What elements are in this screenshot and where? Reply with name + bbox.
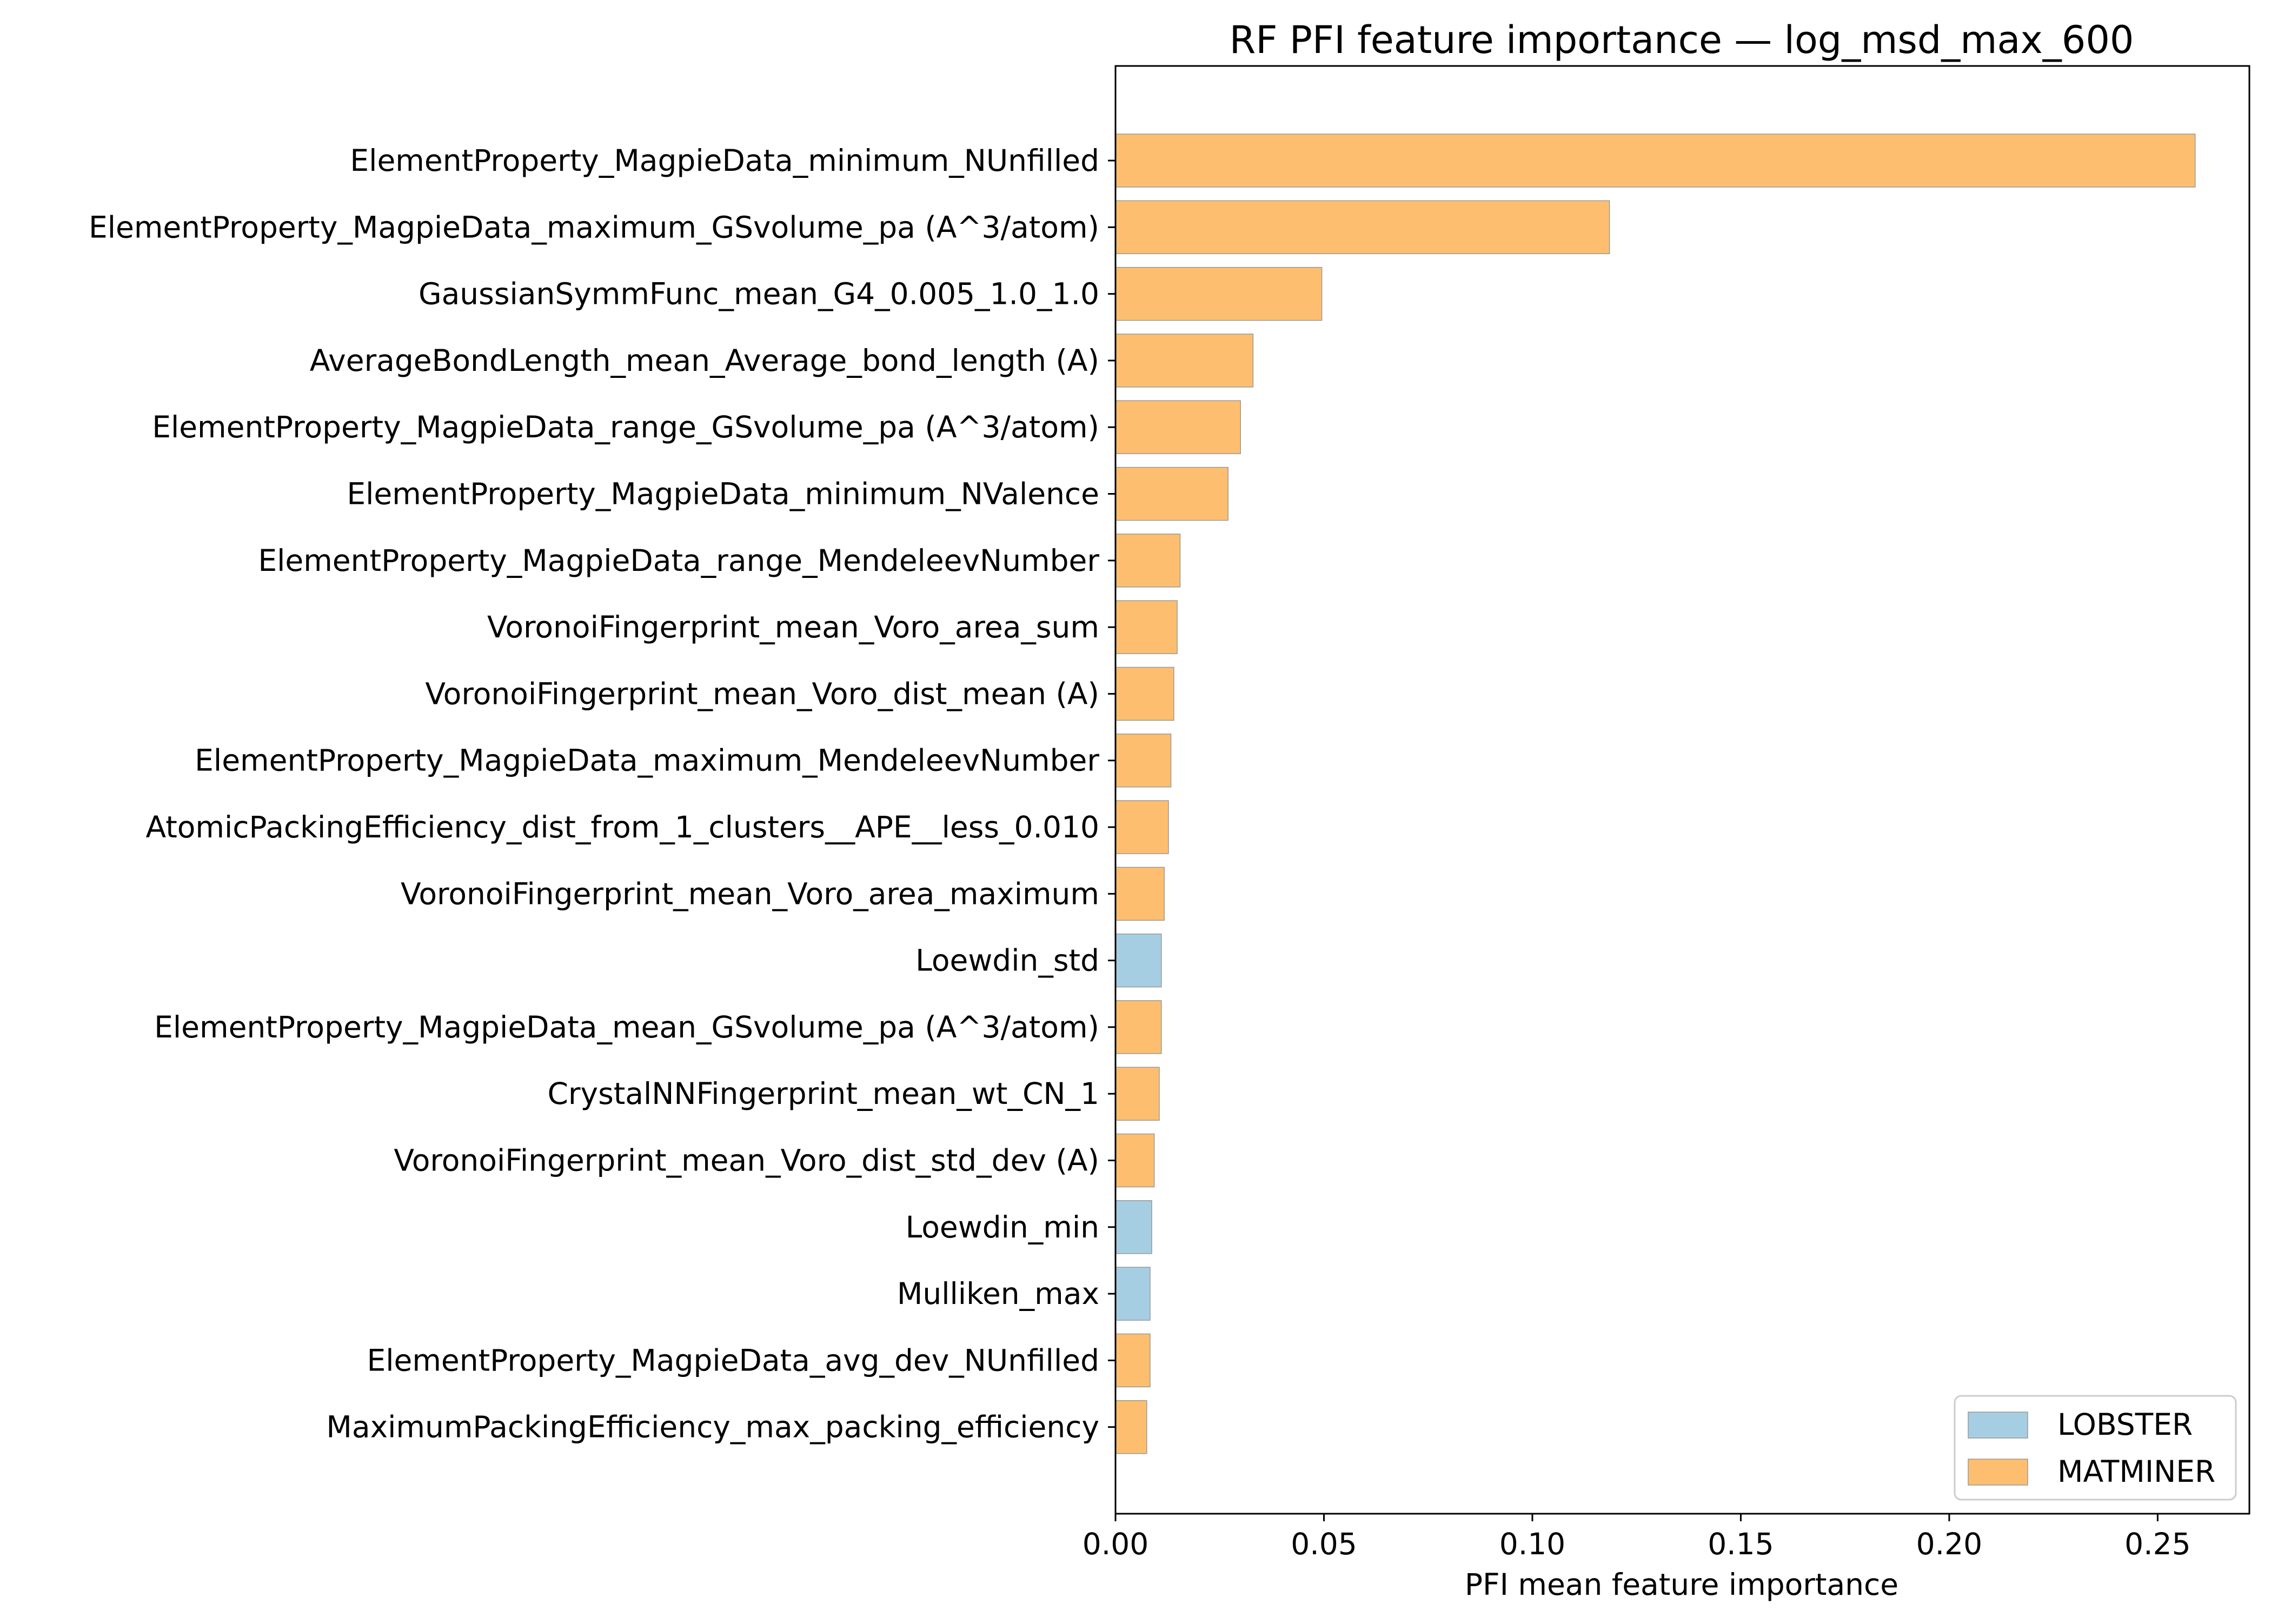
bar-11: [1115, 867, 1165, 921]
legend-swatch-matminer: [1968, 1459, 2028, 1486]
category-label: Loewdin_min: [906, 1210, 1099, 1244]
bar-0: [1115, 134, 2196, 188]
x-tick-label: 0.25: [2124, 1527, 2190, 1561]
category-label: ElementProperty_MagpieData_minimum_NUnfi…: [350, 143, 1099, 178]
x-tick-label: 0.05: [1291, 1527, 1357, 1561]
bar-9: [1115, 733, 1172, 788]
category-labels-group: ElementProperty_MagpieData_minimum_NUnfi…: [89, 143, 1115, 1445]
legend-label-matminer: MATMINER: [2057, 1454, 2215, 1489]
category-label: ElementProperty_MagpieData_minimum_NVale…: [347, 477, 1099, 511]
category-label: CrystalNNFingerprint_mean_wt_CN_1: [548, 1076, 1099, 1111]
bar-5: [1115, 467, 1229, 521]
legend-swatch-lobster: [1968, 1412, 2028, 1439]
bar-10: [1115, 800, 1169, 854]
legend-label-lobster: LOBSTER: [2057, 1407, 2193, 1442]
bar-12: [1115, 933, 1162, 988]
bar-14: [1115, 1067, 1160, 1121]
chart-title: RF PFI feature importance — log_msd_max_…: [1230, 18, 2134, 62]
bars-group: [1115, 134, 2196, 1454]
category-label: ElementProperty_MagpieData_avg_dev_NUnfi…: [367, 1343, 1099, 1377]
category-label: ElementProperty_MagpieData_maximum_GSvol…: [89, 210, 1099, 244]
category-label: ElementProperty_MagpieData_range_Mendele…: [258, 543, 1099, 578]
legend: LOBSTER MATMINER: [1954, 1395, 2237, 1501]
category-label: ElementProperty_MagpieData_range_GSvolum…: [152, 410, 1099, 444]
bar-18: [1115, 1333, 1151, 1388]
x-tick-label: 0.20: [1916, 1527, 1982, 1561]
bar-6: [1115, 534, 1181, 588]
category-label: AtomicPackingEfficiency_dist_from_1_clus…: [146, 810, 1099, 844]
plot-area-frame: [1114, 65, 2250, 1515]
category-label: MaximumPackingEfficiency_max_packing_eff…: [326, 1410, 1099, 1445]
x-tick-label: 0.10: [1499, 1527, 1565, 1561]
x-tick-label: 0.00: [1083, 1527, 1148, 1561]
bar-15: [1115, 1133, 1155, 1188]
bar-7: [1115, 600, 1178, 654]
category-label: VoronoiFingerprint_mean_Voro_dist_mean (…: [425, 676, 1099, 711]
axes-group: [1114, 65, 2250, 1515]
x-ticks-group: 0.00 0.05 0.10 0.15 0.20 0.25: [1083, 1514, 2191, 1561]
category-label: AverageBondLength_mean_Average_bond_leng…: [310, 343, 1099, 378]
bar-16: [1115, 1200, 1152, 1254]
bar-13: [1115, 1000, 1162, 1054]
category-label: VoronoiFingerprint_mean_Voro_dist_std_de…: [394, 1143, 1099, 1178]
bar-19: [1115, 1400, 1147, 1454]
category-label: VoronoiFingerprint_mean_Voro_area_maximu…: [401, 876, 1099, 911]
x-axis-label: PFI mean feature importance: [1465, 1567, 1898, 1602]
bar-4: [1115, 400, 1241, 454]
category-label: ElementProperty_MagpieData_mean_GSvolume…: [154, 1010, 1099, 1044]
bar-1: [1115, 200, 1610, 255]
x-tick-label: 0.15: [1708, 1527, 1774, 1561]
category-label: VoronoiFingerprint_mean_Voro_area_sum: [487, 610, 1099, 644]
bar-8: [1115, 667, 1174, 721]
category-label: Mulliken_max: [897, 1276, 1099, 1311]
bar-2: [1115, 267, 1323, 321]
bar-17: [1115, 1267, 1151, 1321]
bar-3: [1115, 334, 1254, 388]
category-label: GaussianSymmFunc_mean_G4_0.005_1.0_1.0: [419, 277, 1099, 311]
category-label: Loewdin_std: [915, 943, 1099, 978]
category-label: ElementProperty_MagpieData_maximum_Mende…: [195, 743, 1099, 778]
